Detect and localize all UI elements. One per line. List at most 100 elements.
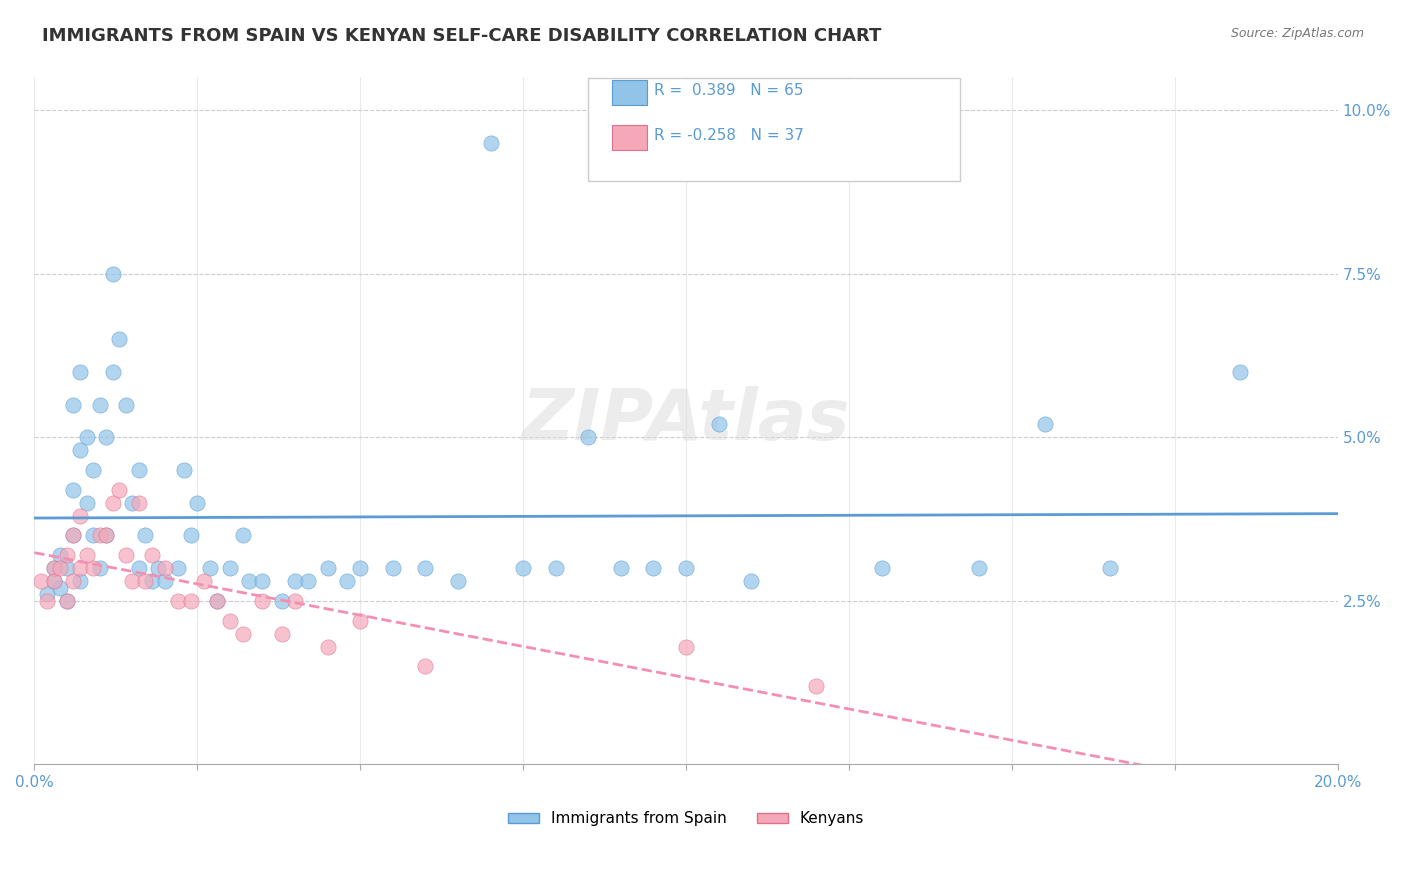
- Point: [101, 496, 124, 510]
- Point: [49, 561, 72, 575]
- Point: [252, 594, 274, 608]
- Point: [69, 508, 91, 523]
- Point: [108, 332, 131, 346]
- Point: [62, 528, 84, 542]
- Point: [349, 614, 371, 628]
- Point: [49, 548, 72, 562]
- Point: [193, 574, 215, 589]
- Point: [180, 528, 202, 542]
- Point: [76, 430, 98, 444]
- Point: [205, 594, 228, 608]
- Point: [969, 561, 991, 575]
- Point: [69, 561, 91, 575]
- Point: [76, 548, 98, 562]
- Point: [114, 398, 136, 412]
- Point: [707, 417, 730, 432]
- Point: [94, 528, 117, 542]
- Point: [479, 136, 502, 150]
- Point: [101, 365, 124, 379]
- Point: [37, 594, 59, 608]
- Point: [271, 594, 294, 608]
- Point: [134, 528, 156, 542]
- Point: [740, 574, 762, 589]
- Point: [49, 581, 72, 595]
- Point: [252, 574, 274, 589]
- Point: [512, 561, 534, 575]
- Point: [141, 548, 163, 562]
- Point: [610, 561, 633, 575]
- Point: [297, 574, 319, 589]
- Point: [56, 594, 79, 608]
- Text: ZIPAtlas: ZIPAtlas: [522, 386, 851, 456]
- Point: [415, 561, 437, 575]
- Point: [30, 574, 52, 589]
- Point: [62, 528, 84, 542]
- Point: [108, 483, 131, 497]
- Point: [316, 640, 339, 654]
- Point: [284, 594, 307, 608]
- Point: [447, 574, 470, 589]
- Point: [134, 574, 156, 589]
- Point: [173, 463, 195, 477]
- Point: [94, 528, 117, 542]
- Point: [219, 561, 242, 575]
- Point: [675, 561, 697, 575]
- Point: [128, 561, 150, 575]
- Point: [200, 561, 222, 575]
- Point: [56, 548, 79, 562]
- Point: [62, 574, 84, 589]
- Point: [69, 365, 91, 379]
- Point: [284, 574, 307, 589]
- Point: [643, 561, 665, 575]
- Point: [76, 496, 98, 510]
- Point: [1033, 417, 1056, 432]
- Point: [271, 626, 294, 640]
- Point: [62, 398, 84, 412]
- Text: R =  0.389   N = 65: R = 0.389 N = 65: [654, 84, 803, 98]
- Point: [316, 561, 339, 575]
- Point: [89, 528, 111, 542]
- Point: [141, 574, 163, 589]
- Point: [238, 574, 260, 589]
- Point: [870, 561, 893, 575]
- Point: [82, 561, 104, 575]
- Point: [544, 561, 567, 575]
- Point: [42, 574, 65, 589]
- Point: [121, 574, 143, 589]
- Point: [415, 659, 437, 673]
- Point: [89, 561, 111, 575]
- Point: [219, 614, 242, 628]
- Point: [153, 574, 176, 589]
- Point: [232, 528, 254, 542]
- Point: [166, 594, 188, 608]
- Point: [205, 594, 228, 608]
- Point: [56, 561, 79, 575]
- Point: [89, 398, 111, 412]
- Point: [82, 528, 104, 542]
- Text: R = -0.258   N = 37: R = -0.258 N = 37: [654, 128, 804, 143]
- Point: [69, 574, 91, 589]
- Point: [82, 463, 104, 477]
- Point: [166, 561, 188, 575]
- Point: [1098, 561, 1121, 575]
- Legend: Immigrants from Spain, Kenyans: Immigrants from Spain, Kenyans: [502, 805, 870, 832]
- Point: [180, 594, 202, 608]
- Point: [153, 561, 176, 575]
- Point: [42, 561, 65, 575]
- Point: [37, 587, 59, 601]
- Point: [42, 574, 65, 589]
- Point: [336, 574, 359, 589]
- Point: [148, 561, 170, 575]
- Point: [576, 430, 599, 444]
- Point: [806, 679, 828, 693]
- Point: [128, 463, 150, 477]
- Point: [1229, 365, 1251, 379]
- Point: [69, 443, 91, 458]
- Point: [381, 561, 404, 575]
- Point: [62, 483, 84, 497]
- Point: [186, 496, 208, 510]
- Point: [56, 594, 79, 608]
- Point: [232, 626, 254, 640]
- Text: IMMIGRANTS FROM SPAIN VS KENYAN SELF-CARE DISABILITY CORRELATION CHART: IMMIGRANTS FROM SPAIN VS KENYAN SELF-CAR…: [42, 27, 882, 45]
- Point: [101, 267, 124, 281]
